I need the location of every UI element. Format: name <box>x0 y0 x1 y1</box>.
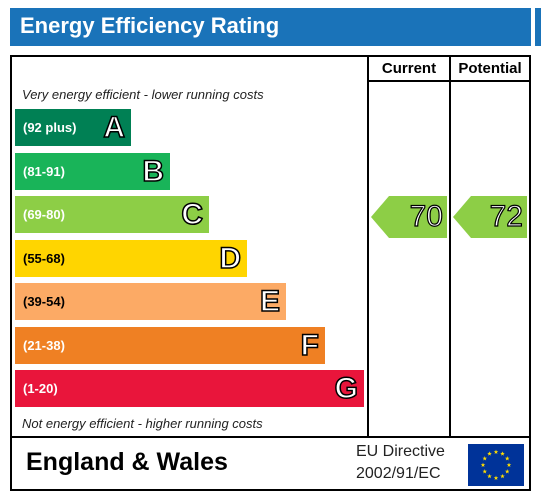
band-letter: B <box>142 154 165 189</box>
page-title: Energy Efficiency Rating <box>20 13 280 38</box>
current-arrow-shape <box>371 196 447 238</box>
band-range-label: (21-38) <box>23 338 65 353</box>
eu-star <box>506 462 512 467</box>
band-letter: C <box>181 197 204 232</box>
eu-star <box>480 462 486 467</box>
potential-rating-arrow: 72 <box>453 196 527 238</box>
column-header-potential: Potential <box>458 60 522 77</box>
column-header-rule <box>367 80 531 82</box>
band-range-label: (92 plus) <box>23 120 77 135</box>
eu-star <box>500 451 505 456</box>
band-letter: D <box>219 241 242 276</box>
footer-rule <box>10 436 531 438</box>
footer-region-label: England & Wales <box>26 448 228 476</box>
band-e: (39-54) E <box>15 283 286 320</box>
eu-star <box>493 449 499 454</box>
directive-line-2: 2002/91/EC <box>356 465 441 482</box>
potential-arrow-shape <box>453 196 527 238</box>
rating-frame <box>10 55 531 491</box>
band-letter: G <box>334 371 359 406</box>
column-header-current: Current <box>381 60 437 77</box>
band-c: (69-80) C <box>15 196 209 233</box>
eu-star <box>504 456 510 461</box>
band-g: (1-20) G <box>15 370 364 407</box>
eu-star <box>482 469 488 474</box>
bottom-caption: Not energy efficient - higher running co… <box>22 416 263 431</box>
header-bar: Energy Efficiency Rating <box>10 8 531 46</box>
eu-star <box>500 473 505 479</box>
band-d: (55-68) D <box>15 240 247 277</box>
eu-star <box>482 456 488 461</box>
potential-rating-value: 72 <box>489 199 524 233</box>
band-a: (92 plus) A <box>15 109 131 146</box>
band-f: (21-38) F <box>15 327 325 364</box>
band-letter: E <box>259 284 281 319</box>
band-letter: F <box>300 328 320 363</box>
eu-flag-icon <box>468 444 524 486</box>
band-range-label: (1-20) <box>23 381 58 396</box>
directive-line-1: EU Directive <box>356 443 445 460</box>
header-bar-edge <box>535 8 541 46</box>
current-rating-value: 70 <box>409 199 444 233</box>
band-range-label: (55-68) <box>23 251 65 266</box>
eu-star <box>487 451 492 456</box>
column-divider-potential <box>449 55 451 437</box>
eu-star <box>487 473 492 479</box>
band-range-label: (81-91) <box>23 164 65 179</box>
band-b: (81-91) B <box>15 153 170 190</box>
band-range-label: (69-80) <box>23 207 65 222</box>
eu-star <box>493 475 499 480</box>
eu-star <box>504 469 510 474</box>
band-range-label: (39-54) <box>23 294 65 309</box>
band-letter: A <box>103 110 126 145</box>
current-rating-arrow: 70 <box>371 196 447 238</box>
column-divider-current <box>367 55 369 437</box>
top-caption: Very energy efficient - lower running co… <box>22 87 264 102</box>
